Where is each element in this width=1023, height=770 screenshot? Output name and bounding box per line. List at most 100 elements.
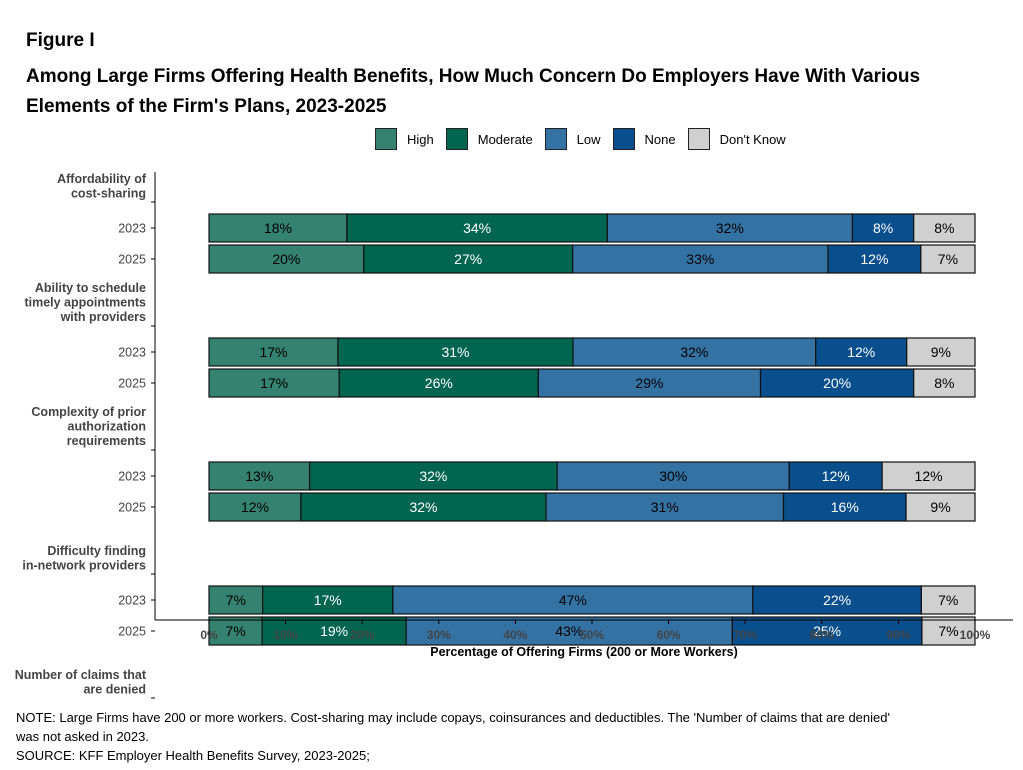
chart-title: Among Large Firms Offering Health Benefi…: [26, 66, 921, 117]
bar-segment-low: [556, 461, 790, 491]
data-label: 12%: [915, 468, 943, 484]
note-block: NOTE: Large Firms have 200 or more worke…: [16, 708, 1006, 765]
bar-segment-none: [731, 616, 923, 646]
bar-segment-low: [537, 368, 762, 398]
note-line-1: NOTE: Large Firms have 200 or more worke…: [16, 710, 890, 725]
legend-label-none: None: [644, 131, 676, 147]
category-label: are denied: [83, 683, 146, 697]
category-label: timely appointments: [24, 296, 146, 310]
legend-swatch-low: [544, 128, 567, 150]
bar-segment-high: [208, 492, 302, 522]
category-label: Number of claims that: [15, 668, 147, 682]
data-label: 7%: [938, 251, 958, 267]
data-label: 13%: [245, 468, 273, 484]
bar-segment-low: [606, 213, 854, 243]
data-label: 9%: [931, 344, 951, 360]
bar-segment-don-t-know: [920, 244, 976, 274]
x-tick-label: 30%: [427, 628, 451, 642]
category-label: Complexity of prior: [31, 405, 146, 419]
legend-label-high: High: [407, 131, 434, 147]
x-tick-label: 40%: [503, 628, 527, 642]
category-label: in-network providers: [22, 559, 146, 573]
bar-segment-low: [392, 585, 754, 615]
category-label: cost-sharing: [71, 187, 146, 201]
bar-segment-high: [208, 337, 339, 367]
category-label: Affordability of: [57, 172, 147, 186]
bar-segment-moderate: [262, 585, 394, 615]
data-label: 19%: [320, 623, 348, 639]
legend-item-low: Low: [544, 128, 601, 150]
data-label: 9%: [930, 499, 950, 515]
year-label: 2023: [118, 346, 146, 360]
data-label: 33%: [686, 251, 714, 267]
bar-segment-none: [815, 337, 908, 367]
data-label: 20%: [823, 375, 851, 391]
bar-segment-none: [851, 213, 915, 243]
legend-swatch-dont-know: [687, 128, 710, 150]
legend-label-moderate: Moderate: [477, 131, 533, 147]
legend-swatch-moderate: [445, 128, 468, 150]
data-label: 8%: [934, 220, 954, 236]
x-tick-label: 100%: [960, 628, 991, 642]
category-label: authorization: [68, 420, 146, 434]
data-label: 31%: [651, 499, 679, 515]
data-label: 20%: [272, 251, 300, 267]
data-label: 7%: [938, 623, 958, 639]
year-label: 2023: [118, 470, 146, 484]
data-label: 8%: [934, 375, 954, 391]
year-label: 2025: [118, 625, 146, 639]
x-tick-label: 70%: [733, 628, 757, 642]
data-label: 17%: [260, 375, 288, 391]
bar-segment-high: [208, 368, 340, 398]
legend-swatch-none: [612, 128, 635, 150]
x-tick-label: 80%: [810, 628, 834, 642]
year-label: 2025: [118, 377, 146, 391]
data-label: 17%: [259, 344, 287, 360]
figure-label: Figure I: [26, 30, 95, 51]
data-label: 32%: [716, 220, 744, 236]
bar-segment-don-t-know: [913, 213, 976, 243]
data-label: 7%: [226, 592, 246, 608]
category-label: Ability to schedule: [35, 281, 146, 295]
bar-segment-moderate: [308, 461, 558, 491]
x-tick-label: 10%: [274, 628, 298, 642]
bar-segment-moderate: [337, 337, 574, 367]
data-label: 22%: [823, 592, 851, 608]
bar-segment-don-t-know: [913, 368, 976, 398]
bar-segment-low: [545, 492, 785, 522]
x-tick-label: 50%: [580, 628, 604, 642]
bar-segment-moderate: [338, 368, 539, 398]
bar-segment-high: [208, 461, 311, 491]
data-label: 16%: [831, 499, 859, 515]
bar-segment-don-t-know: [920, 585, 976, 615]
data-label: 43%: [555, 623, 583, 639]
data-label: 18%: [264, 220, 292, 236]
legend-label-dont-know: Don't Know: [719, 131, 786, 147]
bar-segment-don-t-know: [906, 337, 976, 367]
bar-segment-moderate: [346, 213, 608, 243]
year-label: 2025: [118, 501, 146, 515]
bar-segment-low: [572, 244, 829, 274]
bar-segment-high: [208, 585, 264, 615]
data-label: 32%: [409, 499, 437, 515]
data-label: 8%: [873, 220, 893, 236]
bar-segment-don-t-know: [905, 492, 976, 522]
year-label: 2025: [118, 253, 146, 267]
bar-segment-high: [208, 616, 263, 646]
data-label: 27%: [454, 251, 482, 267]
bar-segment-moderate: [363, 244, 574, 274]
bar-segment-don-t-know: [921, 616, 976, 646]
category-label: Difficulty finding: [47, 544, 146, 558]
data-label: 17%: [314, 592, 342, 608]
data-label: 30%: [659, 468, 687, 484]
bar-segment-none: [752, 585, 922, 615]
data-label: 12%: [860, 251, 888, 267]
data-label: 29%: [635, 375, 663, 391]
x-tick-label: 60%: [657, 628, 681, 642]
data-label: 12%: [847, 344, 875, 360]
bar-segment-moderate: [261, 616, 407, 646]
legend-swatch-high: [375, 128, 397, 150]
bar-segment-none: [759, 368, 915, 398]
bar-segment-don-t-know: [881, 461, 976, 491]
